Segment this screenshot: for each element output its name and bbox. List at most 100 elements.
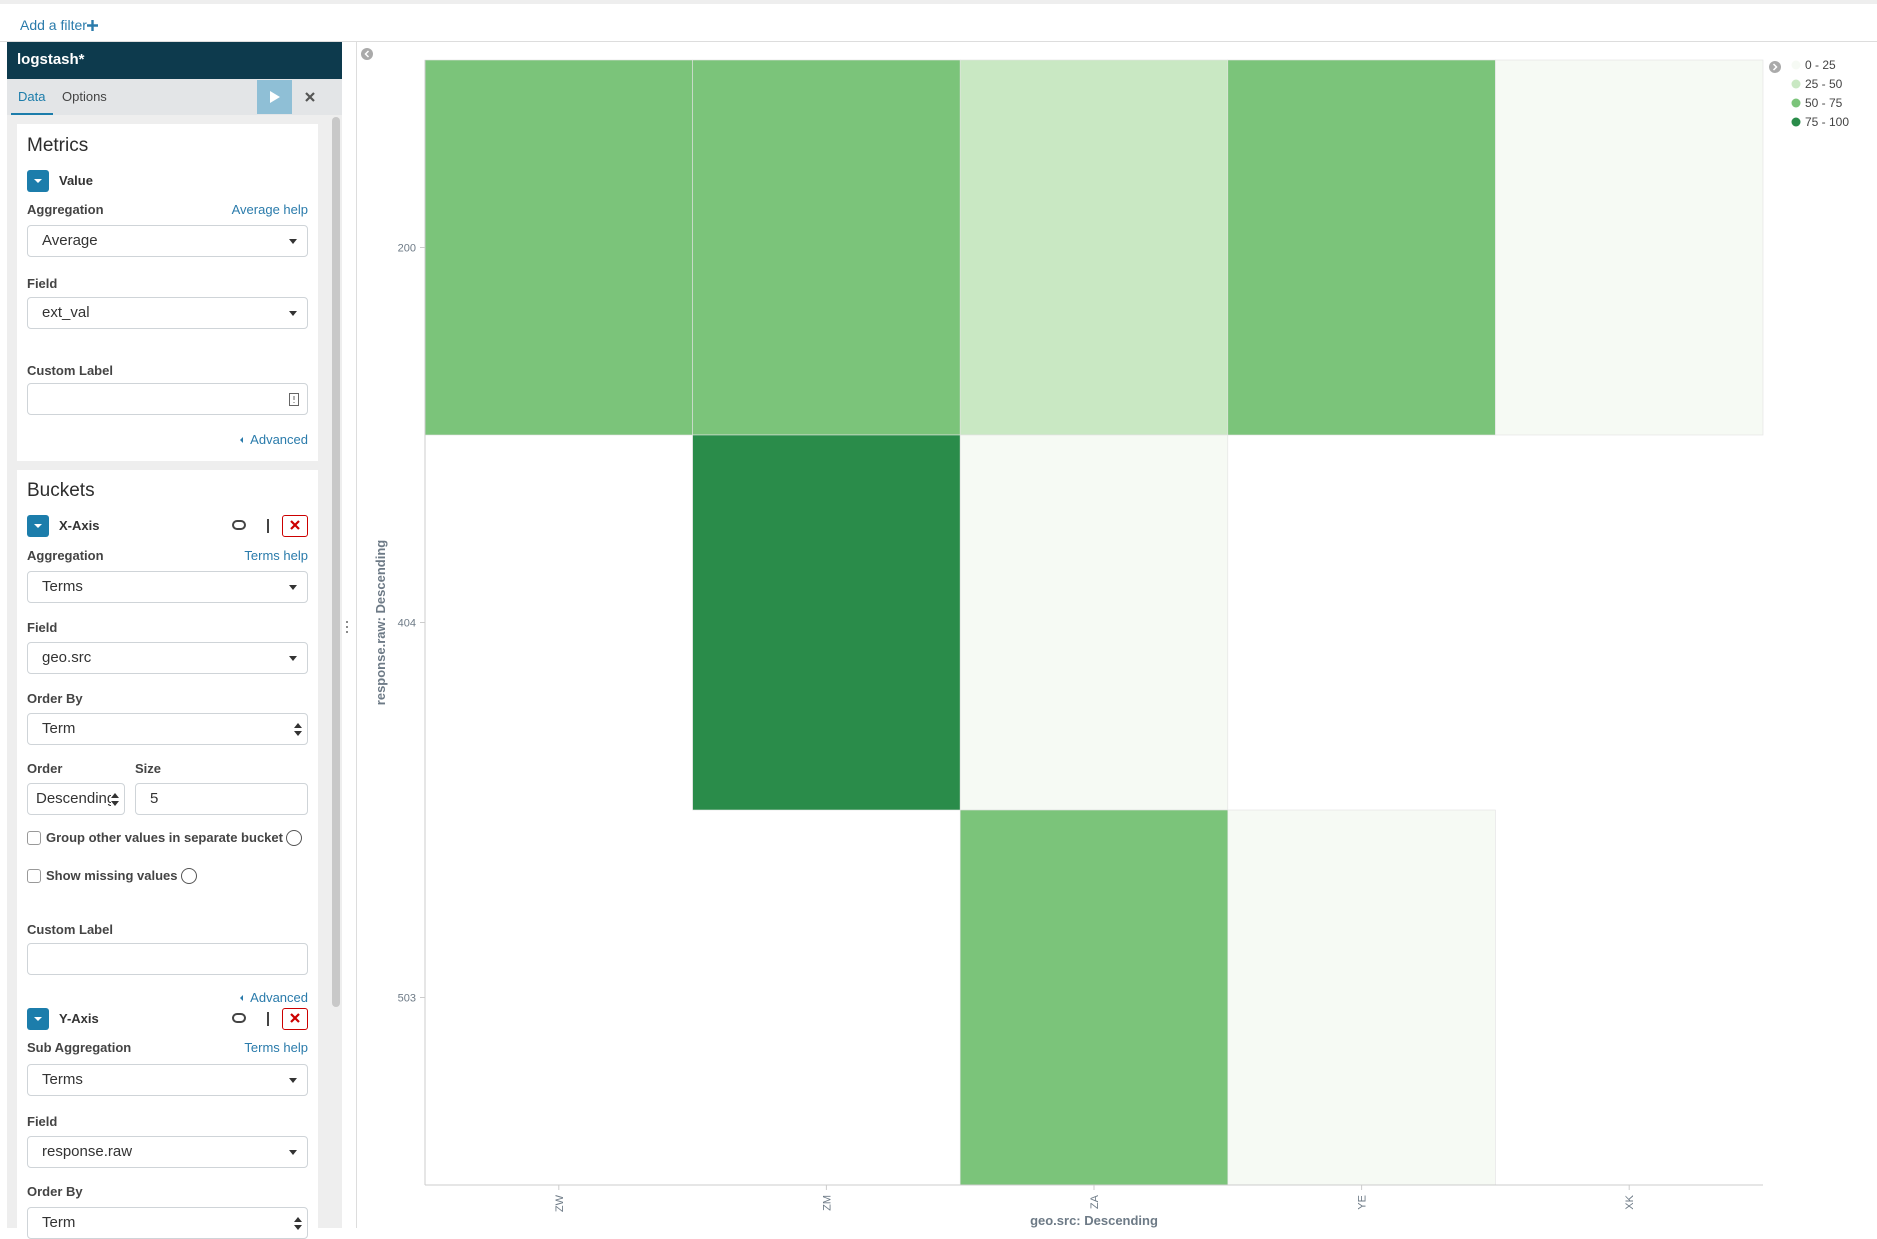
- caret: [289, 1078, 297, 1083]
- legend-label: 75 - 100: [1805, 115, 1849, 129]
- scrollbar[interactable]: [332, 117, 340, 1007]
- field-label: Aggregation: [27, 548, 104, 563]
- x-tick-label: ZW: [554, 1194, 566, 1212]
- heatmap-cell: [1227, 59, 1496, 436]
- heatmap-cell: [959, 809, 1229, 1186]
- select-box[interactable]: Terms: [27, 571, 308, 603]
- tab-bar: Data Options: [7, 79, 342, 115]
- x-tick-label: ZA: [1089, 1194, 1101, 1209]
- x-tick-label: ZM: [821, 1195, 833, 1211]
- legend-label: 25 - 50: [1805, 77, 1843, 91]
- heatmap-cell: [959, 434, 1229, 811]
- heatmap-cell: [424, 59, 693, 436]
- select-box[interactable]: Terms: [27, 1064, 308, 1096]
- help-link[interactable]: Terms help: [244, 1040, 308, 1055]
- checkbox[interactable]: [27, 869, 41, 883]
- toggle-button[interactable]: [27, 1008, 49, 1030]
- legend-marker: [1791, 98, 1801, 108]
- input-icon: [289, 393, 299, 406]
- legend-label: 0 - 25: [1805, 58, 1836, 72]
- y-tick-label: 200: [398, 243, 416, 255]
- remove-button[interactable]: [282, 1008, 308, 1030]
- disable-toggle[interactable]: [232, 1013, 246, 1023]
- help-link[interactable]: Terms help: [244, 548, 308, 563]
- field-label: Field: [27, 276, 58, 291]
- select-box[interactable]: response.raw: [27, 1136, 308, 1168]
- add-filter[interactable]: Add a filter: [20, 17, 87, 33]
- input-box[interactable]: [27, 943, 308, 975]
- field-label: Aggregation: [27, 202, 104, 217]
- agg-name: X-Axis: [59, 518, 100, 533]
- select-box[interactable]: ext_val: [27, 297, 308, 329]
- tab[interactable]: Options: [62, 89, 107, 104]
- heatmap-cell: [692, 434, 961, 811]
- input-box[interactable]: 5: [135, 783, 308, 815]
- heatmap-cell: [692, 59, 961, 436]
- drag-handle[interactable]: [267, 1012, 269, 1026]
- select-box[interactable]: geo.src: [27, 642, 308, 674]
- spin-box[interactable]: Term: [27, 1207, 308, 1239]
- section-title: Buckets: [27, 480, 95, 501]
- select-box[interactable]: Average: [27, 225, 308, 257]
- filter-bar: Add a filter: [0, 0, 1877, 42]
- toggle-button[interactable]: [27, 515, 49, 537]
- caret: [289, 239, 297, 244]
- spin-box[interactable]: Descending: [27, 783, 125, 815]
- section-title: Metrics: [27, 135, 89, 156]
- toggle-button[interactable]: [27, 170, 49, 192]
- spin-box[interactable]: Term: [27, 713, 308, 745]
- checkbox-label: Show missing values: [46, 868, 178, 883]
- apply-button[interactable]: [257, 80, 292, 114]
- heatmap-chart: 200 404 503 ZW ZM ZA YE XK geo.src: Descending re…: [361, 48, 1849, 1228]
- field-label: Custom Label: [27, 363, 113, 378]
- tab-underline: [11, 113, 53, 115]
- caret: [289, 1150, 297, 1155]
- x-tick-label: YE: [1357, 1195, 1369, 1210]
- index-name: logstash*: [17, 51, 85, 68]
- remove-button[interactable]: [282, 515, 308, 537]
- field-label: Sub Aggregation: [27, 1040, 132, 1055]
- legend-marker: [1791, 79, 1801, 89]
- help-icon[interactable]: [286, 830, 302, 846]
- field-label: Order By: [27, 1184, 83, 1199]
- heatmap-cell: [959, 59, 1229, 436]
- advanced-link[interactable]: Advanced: [250, 990, 308, 1005]
- tab[interactable]: Data: [18, 89, 46, 104]
- drag-handle[interactable]: [267, 519, 269, 533]
- caret: [289, 311, 297, 316]
- field-label: Order: [27, 761, 63, 776]
- heatmap-cell: [1495, 59, 1764, 436]
- caret-icon: [240, 995, 243, 1001]
- disable-toggle[interactable]: [232, 520, 246, 530]
- legend-toggle[interactable]: [1769, 61, 1781, 73]
- y-tick-label: 503: [398, 993, 416, 1005]
- advanced-link[interactable]: Advanced: [250, 432, 308, 447]
- legend-marker: [1791, 117, 1801, 127]
- field-label: Field: [27, 620, 58, 635]
- agg-name: Value: [59, 173, 93, 188]
- field-label: Field: [27, 1114, 58, 1129]
- agg-name: Y-Axis: [59, 1011, 99, 1026]
- index-header: logstash*: [7, 42, 342, 79]
- collapse-icon[interactable]: [361, 48, 373, 60]
- help-link[interactable]: Average help: [231, 202, 308, 217]
- spin-icon: [294, 1217, 302, 1230]
- caret: [289, 585, 297, 590]
- input-box[interactable]: [27, 383, 308, 415]
- field-label: Size: [135, 761, 162, 776]
- heatmap-cell: [1227, 809, 1496, 1186]
- x-tick-label: XK: [1624, 1194, 1636, 1209]
- checkbox[interactable]: [27, 831, 41, 845]
- spin-icon: [111, 793, 119, 806]
- y-tick-label: 404: [398, 618, 416, 630]
- discard-button[interactable]: [293, 80, 327, 114]
- caret: [289, 656, 297, 661]
- caret-icon: [240, 437, 243, 443]
- resize-handle[interactable]: [344, 620, 350, 634]
- x-axis-title: geo.src: Descending: [1030, 1213, 1158, 1228]
- field-label: Custom Label: [27, 922, 113, 937]
- field-label: Order By: [27, 691, 83, 706]
- y-axis-title: response.raw: Descending: [373, 540, 388, 705]
- help-icon[interactable]: [181, 868, 197, 884]
